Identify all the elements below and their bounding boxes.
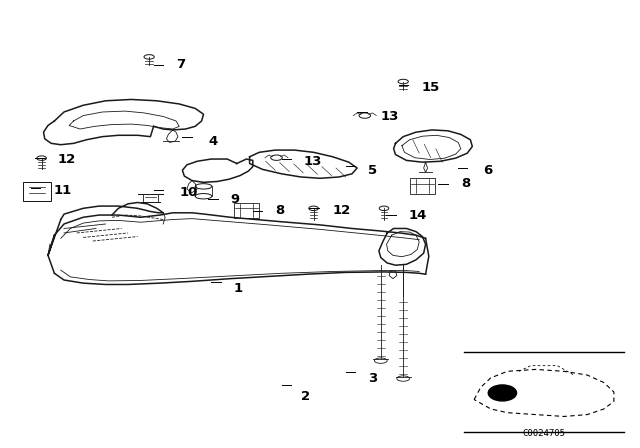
Text: 8: 8 xyxy=(461,177,470,190)
Text: 12: 12 xyxy=(58,152,76,166)
Circle shape xyxy=(488,385,516,401)
Text: C0024705: C0024705 xyxy=(522,429,566,438)
Text: 6: 6 xyxy=(483,164,492,177)
Text: 1: 1 xyxy=(234,282,243,296)
Text: 12: 12 xyxy=(333,204,351,217)
Text: 15: 15 xyxy=(421,81,440,94)
Text: 13: 13 xyxy=(304,155,323,168)
Text: 10: 10 xyxy=(179,186,198,199)
Text: 13: 13 xyxy=(381,110,399,123)
Text: 9: 9 xyxy=(230,193,239,206)
Text: 7: 7 xyxy=(176,58,185,72)
Text: 5: 5 xyxy=(368,164,377,177)
Text: 3: 3 xyxy=(368,372,377,385)
Text: 2: 2 xyxy=(301,390,310,403)
Text: 11: 11 xyxy=(53,184,72,197)
Text: 4: 4 xyxy=(208,134,217,148)
Text: 14: 14 xyxy=(408,208,427,222)
Text: 8: 8 xyxy=(275,204,284,217)
